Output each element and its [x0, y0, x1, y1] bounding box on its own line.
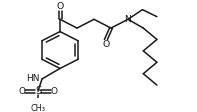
Text: CH₃: CH₃ — [31, 104, 46, 112]
Text: S: S — [35, 86, 41, 96]
Text: N: N — [125, 15, 131, 24]
Text: O: O — [19, 87, 25, 96]
Text: HN: HN — [27, 74, 40, 83]
Text: O: O — [102, 40, 110, 49]
Text: O: O — [56, 2, 64, 11]
Text: O: O — [50, 87, 58, 96]
